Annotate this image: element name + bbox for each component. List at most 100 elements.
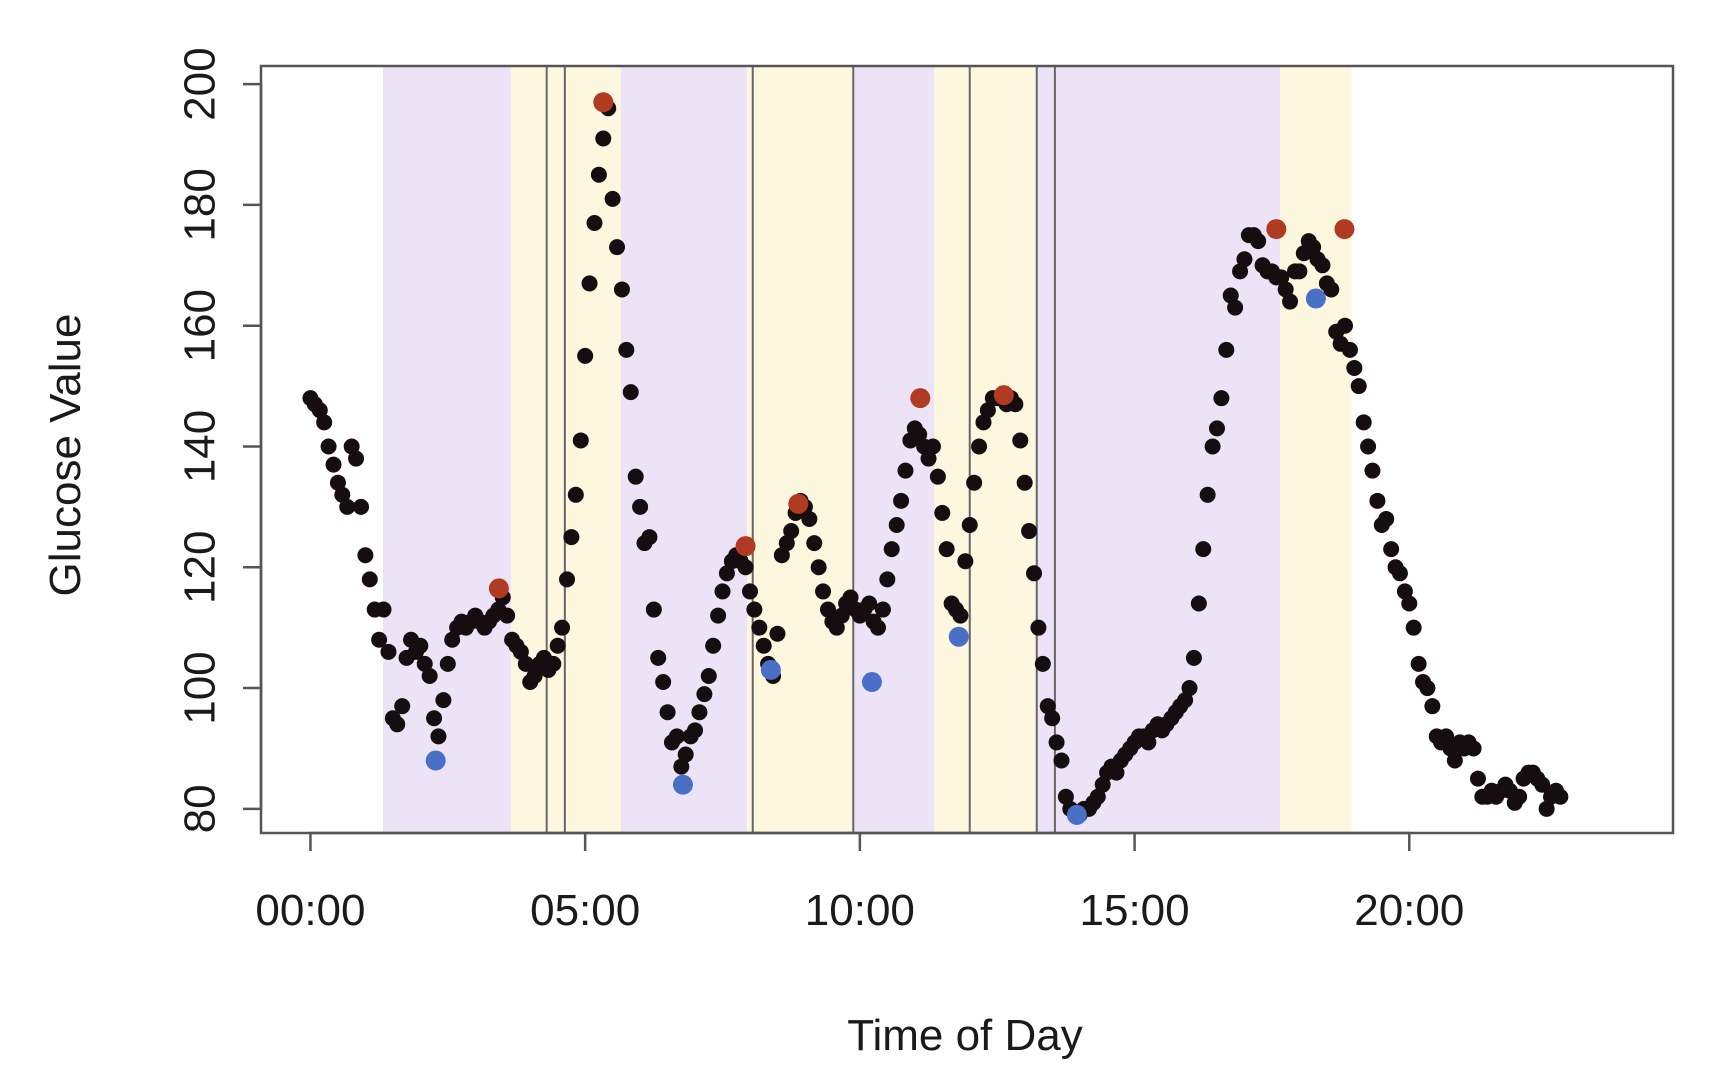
glucose-point bbox=[718, 565, 735, 582]
x-tick-label: 15:00 bbox=[1080, 886, 1190, 935]
trough-marker bbox=[861, 672, 882, 693]
glucose-point bbox=[1383, 541, 1400, 558]
peak-marker bbox=[993, 385, 1014, 406]
glucose-point bbox=[1185, 649, 1202, 666]
glucose-point bbox=[659, 704, 676, 721]
glucose-point bbox=[783, 523, 800, 540]
glucose-point bbox=[1236, 251, 1253, 268]
peak-marker bbox=[788, 493, 809, 514]
y-tick-label: 80 bbox=[176, 784, 225, 833]
x-axis: 00:00 05:00 10:00 15:00 20:00 bbox=[255, 831, 1464, 935]
glucose-point bbox=[430, 728, 447, 745]
glucose-point bbox=[1446, 752, 1463, 769]
glucose-point bbox=[1341, 341, 1358, 358]
glucose-point bbox=[801, 510, 818, 527]
glucose-point bbox=[842, 589, 859, 606]
glucose-point bbox=[512, 643, 529, 660]
glucose-point bbox=[604, 190, 621, 207]
glucose-point bbox=[1410, 655, 1427, 672]
glucose-point bbox=[1401, 595, 1418, 612]
glucose-point bbox=[1026, 565, 1043, 582]
glucose-point bbox=[1181, 680, 1198, 697]
glucose-point bbox=[1039, 698, 1056, 715]
glucose-point bbox=[1190, 595, 1207, 612]
peak-marker bbox=[488, 578, 509, 599]
y-tick-label: 140 bbox=[176, 410, 225, 483]
glucose-point bbox=[1034, 655, 1051, 672]
glucose-point bbox=[641, 529, 658, 546]
glucose-point bbox=[1438, 728, 1455, 745]
glucose-point bbox=[426, 710, 443, 727]
sleep-band bbox=[620, 67, 748, 832]
y-tick-label: 180 bbox=[176, 168, 225, 241]
peak-marker bbox=[1334, 219, 1355, 240]
glucose-point bbox=[1089, 788, 1106, 805]
trough-marker bbox=[1066, 804, 1087, 825]
glucose-point bbox=[343, 438, 360, 455]
peak-marker bbox=[735, 536, 756, 557]
glucose-point bbox=[334, 486, 351, 503]
glucose-point bbox=[549, 637, 566, 654]
glucose-point bbox=[1534, 776, 1551, 793]
glucose-point bbox=[421, 667, 438, 684]
glucose-point bbox=[1057, 788, 1074, 805]
glucose-point bbox=[499, 607, 516, 624]
glucose-point bbox=[1204, 438, 1221, 455]
glucose-point bbox=[778, 535, 795, 552]
glucose-point bbox=[1396, 583, 1413, 600]
trough-marker bbox=[948, 626, 969, 647]
glucose-point bbox=[577, 347, 594, 364]
glucose-point bbox=[1016, 474, 1033, 491]
glucose-point bbox=[517, 655, 534, 672]
y-axis: 80 100 120 140 160 180 200 bbox=[176, 47, 263, 833]
glucose-point bbox=[806, 535, 823, 552]
glucose-point bbox=[655, 674, 672, 691]
glucose-point bbox=[545, 655, 562, 672]
glucose-point bbox=[586, 215, 603, 232]
glucose-point bbox=[1391, 565, 1408, 582]
glucose-point bbox=[1222, 287, 1239, 304]
glucose-point bbox=[1360, 438, 1377, 455]
glucose-point bbox=[357, 547, 374, 564]
y-tick-label: 100 bbox=[176, 651, 225, 724]
shaded-periods bbox=[382, 67, 1352, 832]
peak-marker bbox=[1266, 219, 1287, 240]
glucose-point bbox=[888, 516, 905, 533]
glucose-point bbox=[329, 474, 346, 491]
glucose-readings bbox=[302, 100, 1569, 823]
glucose-point bbox=[883, 541, 900, 558]
glucose-point bbox=[567, 486, 584, 503]
glucose-point bbox=[668, 728, 685, 745]
y-tick-label: 120 bbox=[176, 531, 225, 604]
glucose-point bbox=[869, 619, 886, 636]
glucose-point bbox=[563, 529, 580, 546]
glucose-point bbox=[833, 607, 850, 624]
glucose-point bbox=[1282, 293, 1299, 310]
glucose-point bbox=[929, 468, 946, 485]
glucose-point bbox=[1346, 359, 1363, 376]
glucose-point bbox=[975, 414, 992, 431]
glucose-point bbox=[581, 275, 598, 292]
glucose-point bbox=[1273, 269, 1290, 286]
y-axis-title: Glucose Value bbox=[41, 314, 90, 597]
glucose-point bbox=[828, 619, 845, 636]
glucose-point bbox=[1355, 414, 1372, 431]
sleep-band bbox=[1035, 67, 1281, 832]
glucose-point bbox=[1305, 239, 1322, 256]
glucose-point bbox=[966, 474, 983, 491]
glucose-point bbox=[618, 341, 635, 358]
glucose-point bbox=[1350, 378, 1367, 395]
glucose-point bbox=[957, 553, 974, 570]
glucose-point bbox=[645, 601, 662, 618]
glucose-point bbox=[1314, 257, 1331, 274]
glucose-point bbox=[934, 504, 951, 521]
glucose-point bbox=[1232, 263, 1249, 280]
glucose-point bbox=[710, 607, 727, 624]
trough-marker bbox=[1305, 288, 1326, 309]
glucose-point bbox=[380, 643, 397, 660]
glucose-point bbox=[1405, 619, 1422, 636]
glucose-point bbox=[815, 583, 832, 600]
glucose-point bbox=[375, 601, 392, 618]
x-tick-label: 00:00 bbox=[255, 886, 365, 935]
